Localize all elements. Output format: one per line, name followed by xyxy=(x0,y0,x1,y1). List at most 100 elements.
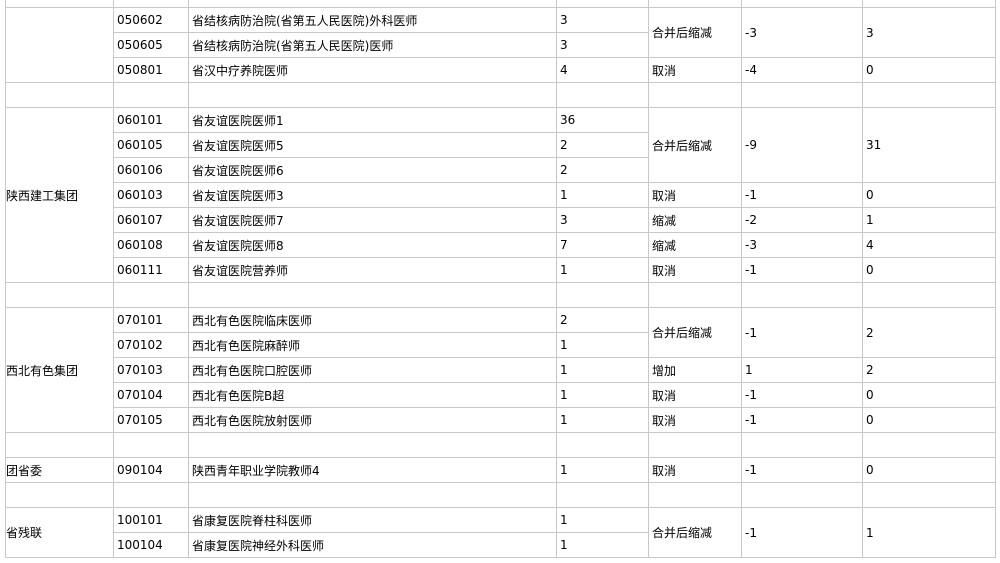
position: 省友谊医院医师7 xyxy=(188,207,557,233)
action: 缩减 xyxy=(648,207,742,233)
cell xyxy=(862,0,996,8)
empty-cell xyxy=(5,432,114,458)
count: 1 xyxy=(556,382,649,408)
empty-cell xyxy=(5,82,114,108)
empty-cell xyxy=(862,82,996,108)
result: 0 xyxy=(862,407,996,433)
position: 省友谊医院医师8 xyxy=(188,232,557,258)
empty-cell xyxy=(113,82,189,108)
group-name xyxy=(5,7,114,83)
empty-cell xyxy=(648,482,742,508)
position: 西北有色医院临床医师 xyxy=(188,307,557,333)
table-row: 省残联 100101 省康复医院脊柱科医师 1 合并后缩减 -1 1 xyxy=(5,507,996,558)
empty-cell xyxy=(741,432,863,458)
action: 取消 xyxy=(648,457,742,483)
code: 060108 xyxy=(113,232,189,258)
change: -3 xyxy=(741,7,863,58)
empty-cell xyxy=(648,432,742,458)
group-name: 省残联 xyxy=(5,507,114,558)
position: 省康复医院脊柱科医师 xyxy=(188,507,557,533)
empty-cell xyxy=(113,282,189,308)
position: 省友谊医院医师6 xyxy=(188,157,557,183)
action: 增加 xyxy=(648,357,742,383)
empty-cell xyxy=(5,282,114,308)
count: 2 xyxy=(556,157,649,183)
separator-row xyxy=(5,482,996,508)
table-wrap: 050602 省结核病防治院(省第五人民医院)外科医师 3 合并后缩减 -3 3 05060… xyxy=(5,0,996,558)
empty-cell xyxy=(556,432,649,458)
empty-cell xyxy=(188,282,557,308)
empty-cell xyxy=(188,482,557,508)
action: 合并后缩减 xyxy=(648,7,742,58)
separator-row xyxy=(5,282,996,308)
count: 1 xyxy=(556,507,649,533)
action: 合并后缩减 xyxy=(648,307,742,358)
code: 070102 xyxy=(113,332,189,358)
change: -1 xyxy=(741,182,863,208)
count: 36 xyxy=(556,107,649,133)
action: 合并后缩减 xyxy=(648,507,742,558)
table-row: 西北有色集团 070101 西北有色医院临床医师 2 合并后缩减 -1 2 xyxy=(5,307,996,433)
action: 取消 xyxy=(648,257,742,283)
count: 3 xyxy=(556,32,649,58)
code: 060101 xyxy=(113,107,189,133)
action: 取消 xyxy=(648,57,742,83)
result: 2 xyxy=(862,307,996,358)
table-row: 070105 西北有色医院放射医师 1 取消 -1 0 xyxy=(6,407,996,433)
code: 050801 xyxy=(113,57,189,83)
result: 31 xyxy=(862,107,996,183)
change: -1 xyxy=(741,507,863,558)
table-row: 060107 省友谊医院医师7 3 缩减 -2 1 xyxy=(6,207,996,233)
table-row: 070104 西北有色医院B超 1 取消 -1 0 xyxy=(6,382,996,408)
count: 1 xyxy=(556,182,649,208)
cell xyxy=(113,0,189,8)
cell xyxy=(741,0,863,8)
cell xyxy=(5,0,114,8)
table-row: 团省委 090104 陕西青年职业学院教师4 1 取消 -1 0 xyxy=(5,457,996,483)
code: 100104 xyxy=(113,532,189,558)
empty-cell xyxy=(648,82,742,108)
result: 3 xyxy=(862,7,996,58)
table-row: 070102 西北有色医院麻醉师 1 xyxy=(6,332,996,358)
action: 取消 xyxy=(648,407,742,433)
change: -1 xyxy=(741,407,863,433)
action: 合并后缩减 xyxy=(648,107,742,183)
count: 3 xyxy=(556,207,649,233)
empty-cell xyxy=(5,482,114,508)
count: 4 xyxy=(556,57,649,83)
result: 0 xyxy=(862,182,996,208)
separator-row xyxy=(5,432,996,458)
result: 1 xyxy=(862,207,996,233)
empty-cell xyxy=(741,282,863,308)
table-row: 050801 省汉中疗养院医师 4 取消 -4 0 xyxy=(6,57,996,83)
table-row: 050605 省结核病防治院(省第五人民医院)医师 3 xyxy=(6,32,996,58)
table-row: 060106 省友谊医院医师6 2 xyxy=(6,157,996,183)
empty-cell xyxy=(862,282,996,308)
empty-cell xyxy=(556,82,649,108)
empty-cell xyxy=(862,432,996,458)
result: 0 xyxy=(862,457,996,483)
table-row: 060103 省友谊医院医师3 1 取消 -1 0 xyxy=(6,182,996,208)
action: 取消 xyxy=(648,182,742,208)
table-row: 060105 省友谊医院医师5 2 xyxy=(6,132,996,158)
count: 1 xyxy=(556,407,649,433)
code: 070105 xyxy=(113,407,189,433)
change: -1 xyxy=(741,257,863,283)
code: 100101 xyxy=(113,507,189,533)
count: 7 xyxy=(556,232,649,258)
position: 西北有色医院麻醉师 xyxy=(188,332,557,358)
position: 陕西青年职业学院教师4 xyxy=(188,457,557,483)
change: -2 xyxy=(741,207,863,233)
empty-cell xyxy=(188,82,557,108)
cell xyxy=(648,0,742,8)
result: 1 xyxy=(862,507,996,558)
empty-cell xyxy=(113,482,189,508)
empty-cell xyxy=(741,82,863,108)
position: 省康复医院神经外科医师 xyxy=(188,532,557,558)
result: 0 xyxy=(862,382,996,408)
position: 省友谊医院医师3 xyxy=(188,182,557,208)
empty-cell xyxy=(556,482,649,508)
code: 060111 xyxy=(113,257,189,283)
partial-row xyxy=(5,0,996,8)
